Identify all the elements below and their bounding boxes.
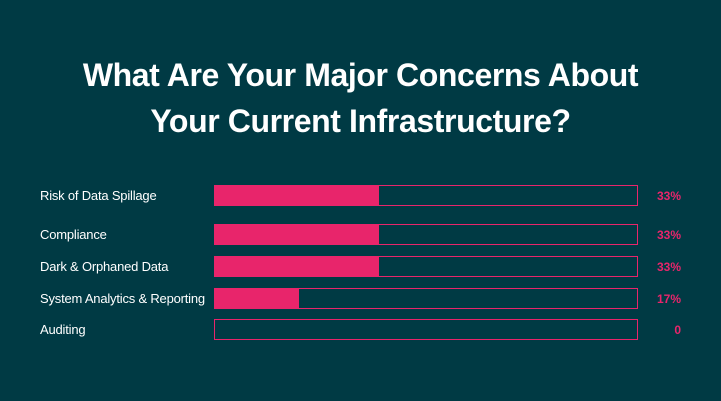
chart-title-line-2: Your Current Infrastructure? bbox=[150, 103, 571, 139]
bar-track bbox=[214, 319, 638, 340]
bar-row: Dark & Orphaned Data 33% bbox=[0, 255, 721, 279]
category-label: Auditing bbox=[40, 322, 86, 337]
bar-track bbox=[214, 288, 638, 309]
bar-row: Auditing 0 bbox=[0, 318, 721, 342]
bar bbox=[215, 289, 299, 308]
chart-title-line-1: What Are Your Major Concerns About bbox=[82, 57, 639, 93]
bar bbox=[215, 257, 379, 276]
bar-track bbox=[214, 256, 638, 277]
bar-row: System Analytics & Reporting 17% bbox=[0, 287, 721, 311]
value-label: 33% bbox=[656, 189, 681, 203]
value-label: 33% bbox=[656, 260, 681, 274]
bar bbox=[215, 186, 379, 205]
bar-track bbox=[214, 185, 638, 206]
value-label: 0 bbox=[674, 323, 681, 337]
bar-track bbox=[214, 224, 638, 245]
value-label: 17% bbox=[656, 292, 681, 306]
category-label: Risk of Data Spillage bbox=[40, 188, 157, 203]
bar-row: Risk of Data Spillage 33% bbox=[0, 184, 721, 208]
value-label: 33% bbox=[656, 228, 681, 242]
category-label: System Analytics & Reporting bbox=[40, 291, 205, 306]
chart-title: What Are Your Major Concerns About Your … bbox=[0, 52, 721, 144]
category-label: Compliance bbox=[40, 227, 107, 242]
bar bbox=[215, 225, 379, 244]
category-label: Dark & Orphaned Data bbox=[40, 259, 169, 274]
bar-row: Compliance 33% bbox=[0, 223, 721, 247]
